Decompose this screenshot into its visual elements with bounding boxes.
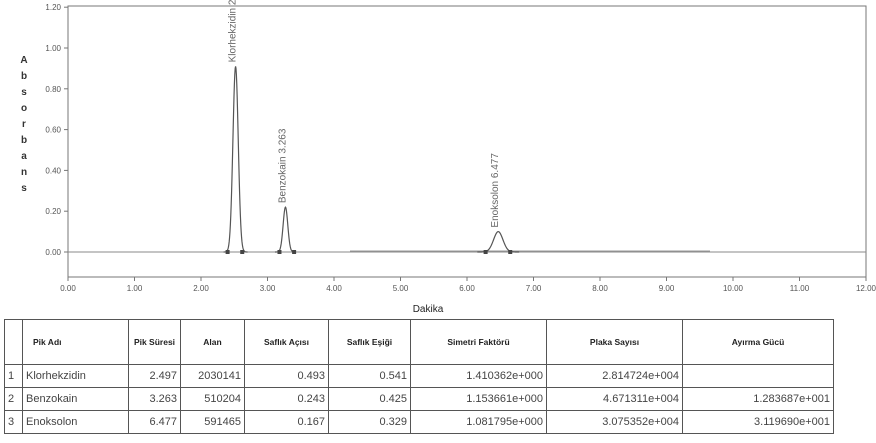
- x-tick-label: 0.00: [60, 284, 76, 293]
- row-index: 3: [4, 410, 23, 434]
- row-resolution: 1.283687e+001: [682, 387, 834, 411]
- y-axis-label-letter: o: [21, 103, 27, 114]
- y-axis-label-letter: b: [21, 71, 27, 82]
- row-retention-time: 6.477: [128, 410, 181, 434]
- row-purity-angle: 0.167: [244, 410, 329, 434]
- row-plate-count: 3.075352e+004: [546, 410, 683, 434]
- row-peak-name: Benzokain: [22, 387, 129, 411]
- row-index: 1: [4, 364, 23, 388]
- table-row: 3 Enoksolon 6.477 591465 0.167 0.329 1.0…: [4, 410, 834, 434]
- peak-label: Klorhekzidin 2.497: [228, 0, 239, 62]
- integration-marker: [483, 250, 488, 254]
- row-area: 591465: [180, 410, 245, 434]
- peak-trace: [477, 230, 520, 253]
- x-tick-label: 12.00: [856, 284, 876, 293]
- row-purity-threshold: 0.541: [328, 364, 411, 388]
- header-retention-time: Pik Süresi: [128, 319, 181, 365]
- header-peak-name: Pik Adı: [22, 319, 129, 365]
- y-tick-label: 1.00: [45, 44, 61, 53]
- x-axis-label: Dakika: [413, 304, 444, 315]
- x-tick-label: 1.00: [127, 284, 143, 293]
- header-purity-threshold: Saflık Eşiği: [328, 319, 411, 365]
- x-tick-label: 9.00: [659, 284, 675, 293]
- header-index: [4, 319, 23, 365]
- y-tick-label: 0.60: [45, 126, 61, 135]
- row-resolution: 3.119690e+001: [682, 410, 834, 434]
- plot-frame: [67, 5, 867, 278]
- y-axis-label-letter: A: [20, 55, 27, 66]
- y-tick-label: 0.40: [45, 166, 61, 175]
- row-symmetry-factor: 1.081795e+000: [410, 410, 547, 434]
- row-purity-angle: 0.493: [244, 364, 329, 388]
- row-peak-name: Klorhekzidin: [22, 364, 129, 388]
- peak-trace: [223, 66, 248, 253]
- x-tick-label: 4.00: [326, 284, 342, 293]
- x-tick-label: 11.00: [790, 284, 810, 293]
- x-axis-ticks: 0.00 1.00 2.00 3.00 4.00 5.00 6.00 7.00 8.00 9.00…: [60, 277, 876, 293]
- header-resolution: Ayırma Gücü: [682, 319, 834, 365]
- integration-marker: [240, 250, 245, 254]
- table-header-row: Pik Adı Pik Süresi Alan Saflık Açısı Saf…: [4, 319, 834, 365]
- row-area: 510204: [180, 387, 245, 411]
- chromatogram-chart: 0.00 0.20 0.40 0.60 0.80 1.00 1.20 0.00 1.00 2.0…: [20, 0, 876, 315]
- row-retention-time: 2.497: [128, 364, 181, 388]
- table-row: 1 Klorhekzidin 2.497 2030141 0.493 0.541…: [4, 364, 834, 388]
- peak-trace: [274, 206, 296, 253]
- peak-label: Enoksolon 6.477: [490, 153, 501, 228]
- row-peak-name: Enoksolon: [22, 410, 129, 434]
- header-area: Alan: [180, 319, 245, 365]
- y-axis-label-letter: r: [22, 119, 26, 130]
- x-tick-label: 2.00: [193, 284, 209, 293]
- row-symmetry-factor: 1.410362e+000: [410, 364, 547, 388]
- integration-marker: [277, 250, 282, 254]
- y-axis-label-letter: b: [21, 135, 27, 146]
- x-tick-label: 7.00: [526, 284, 542, 293]
- x-tick-label: 6.00: [459, 284, 475, 293]
- y-axis-ticks: 0.00 0.20 0.40 0.60 0.80 1.00 1.20: [45, 3, 68, 257]
- y-tick-label: 0.00: [45, 248, 61, 257]
- row-plate-count: 4.671311e+004: [546, 387, 683, 411]
- y-tick-label: 1.20: [45, 3, 61, 12]
- chromatogram-peaks: Klorhekzidin 2.497 Benzokain 3.263 Enoksol…: [223, 0, 520, 254]
- x-tick-label: 8.00: [592, 284, 608, 293]
- y-axis-label-letter: a: [21, 151, 27, 162]
- y-axis-label-letter: n: [21, 167, 27, 178]
- y-tick-label: 0.80: [45, 85, 61, 94]
- row-retention-time: 3.263: [128, 387, 181, 411]
- y-axis-label-letter: s: [21, 87, 27, 98]
- x-tick-label: 3.00: [260, 284, 276, 293]
- x-tick-label: 5.00: [393, 284, 409, 293]
- integration-marker: [508, 250, 513, 254]
- peak-label: Benzokain 3.263: [277, 128, 288, 203]
- row-purity-angle: 0.243: [244, 387, 329, 411]
- x-tick-label: 10.00: [723, 284, 744, 293]
- header-symmetry-factor: Simetri Faktörü: [410, 319, 547, 365]
- row-area: 2030141: [180, 364, 245, 388]
- row-resolution: [682, 364, 834, 388]
- header-purity-angle: Saflık Açısı: [244, 319, 329, 365]
- row-plate-count: 2.814724e+004: [546, 364, 683, 388]
- table-row: 2 Benzokain 3.263 510204 0.243 0.425 1.1…: [4, 387, 834, 411]
- integration-marker: [225, 250, 230, 254]
- row-symmetry-factor: 1.153661e+000: [410, 387, 547, 411]
- peak-results-table: Pik Adı Pik Süresi Alan Saflık Açısı Saf…: [4, 319, 834, 434]
- header-plate-count: Plaka Sayısı: [546, 319, 683, 365]
- y-tick-label: 0.20: [45, 207, 61, 216]
- integration-marker: [292, 250, 297, 254]
- row-index: 2: [4, 387, 23, 411]
- y-axis-label-letter: s: [21, 183, 27, 194]
- row-purity-threshold: 0.329: [328, 410, 411, 434]
- row-purity-threshold: 0.425: [328, 387, 411, 411]
